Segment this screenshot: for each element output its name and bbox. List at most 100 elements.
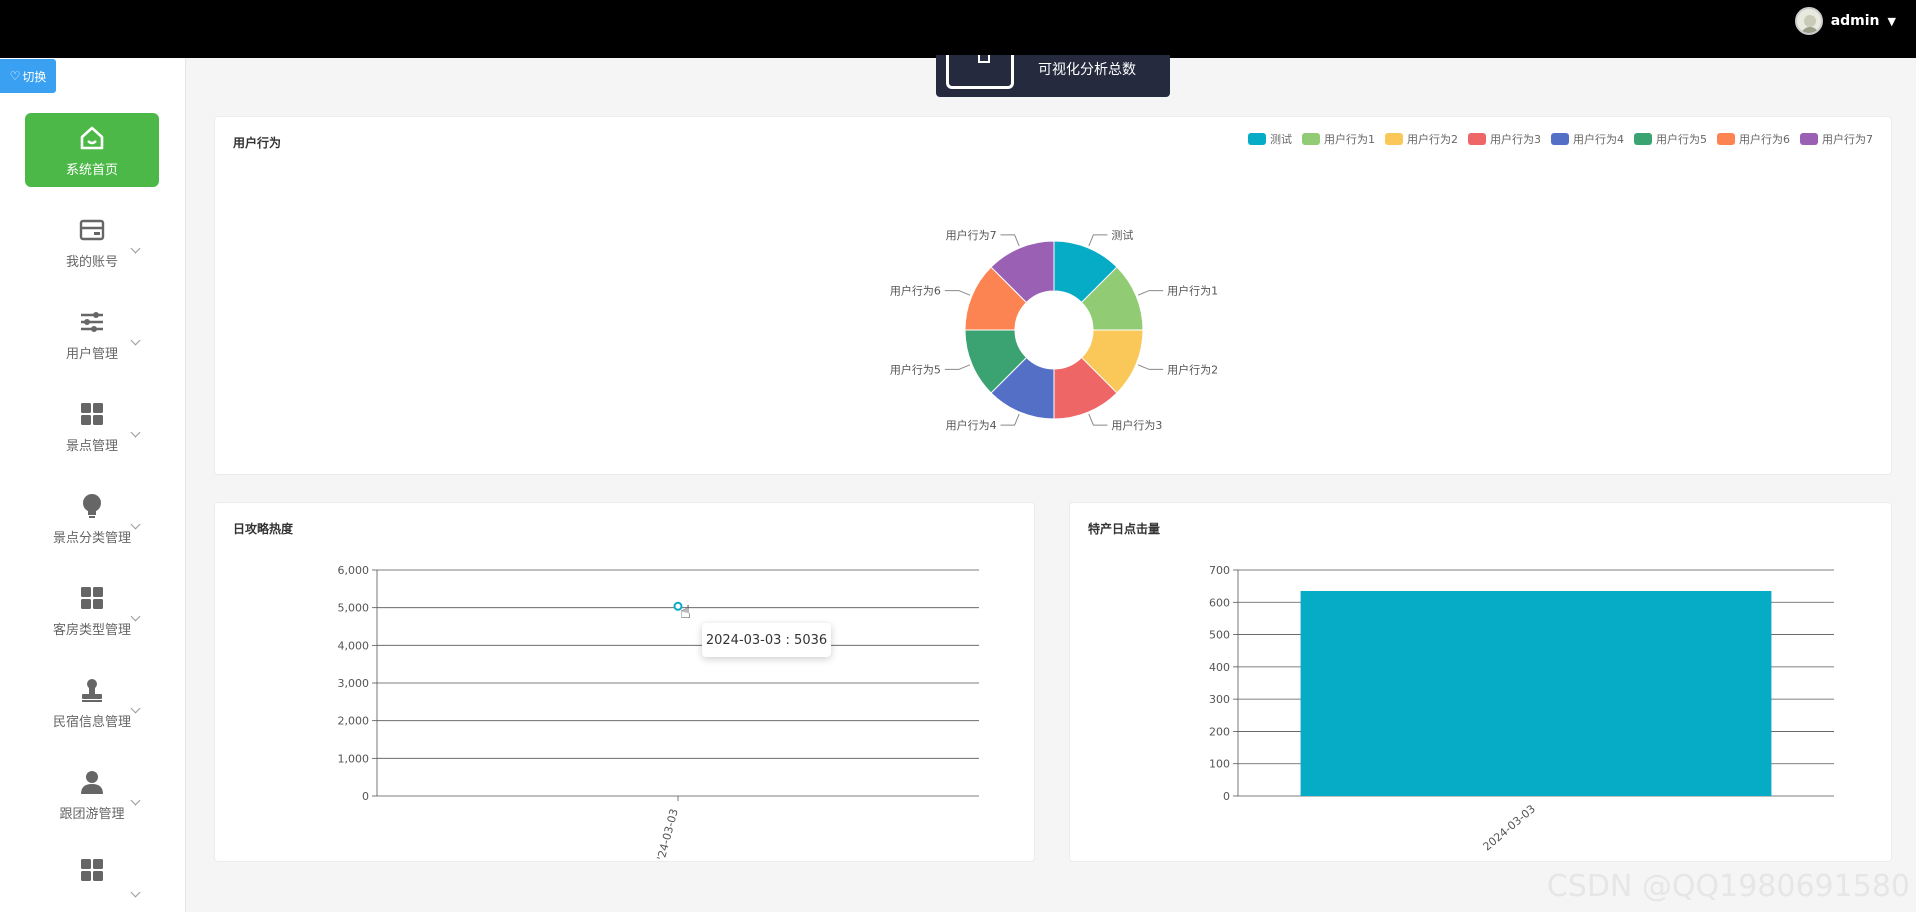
pie-label-line [1137,364,1164,370]
y-tick-label: 3,000 [338,677,370,690]
user-behavior-panel: 用户行为 测试 用户行为1 用户行为2 用户行为3 用户行为4 用户行为5 用户行为6 用户行… [214,116,1892,475]
grid-icon [77,399,107,429]
chart-legend: 测试 用户行为1 用户行为2 用户行为3 用户行为4 用户行为5 用户行为6 用户行为7 [1248,131,1873,147]
sidebar-item-label: 景点管理 [65,438,118,454]
legend-swatch [1385,133,1403,145]
pie-label-line [1137,290,1164,296]
sidebar-item-more[interactable] [25,849,159,912]
chevron-down-icon[interactable] [130,887,141,898]
pie-label-line [1000,234,1020,247]
heart-icon: ♡ [9,69,21,83]
user-menu[interactable]: admin ▼ [1794,7,1896,35]
y-tick-label: 2,000 [338,715,370,728]
sidebar-item-scenic-category-management[interactable]: 景点分类管理 [25,481,159,555]
y-tick-label: 5,000 [338,602,370,615]
legend-swatch [1717,133,1735,145]
sidebar-item-home[interactable]: 系统首页 [25,113,159,187]
chevron-down-icon[interactable] [130,795,141,806]
y-tick-label: 0 [1223,790,1230,803]
sidebar-item-homestay-management[interactable]: 民宿信息管理 [25,665,159,739]
y-tick-label: 400 [1209,661,1230,674]
guide-heat-panel: 日攻略热度 0 1,000 2,000 3,000 4,000 5,000 6,000 '24… [214,502,1035,862]
legend-label: 用户行为3 [1490,133,1541,146]
chevron-down-icon[interactable] [130,611,141,622]
legend-item[interactable]: 用户行为3 [1468,131,1541,147]
sidebar-item-room-type-management[interactable]: 客房类型管理 [25,573,159,647]
bulb-icon [77,491,107,521]
stat-card: 可视化分析总数 [936,55,1170,97]
legend-item[interactable]: 用户行为7 [1800,131,1873,147]
y-tick-label: 0 [362,790,369,803]
pie-label: 用户行为7 [946,228,997,242]
avatar[interactable] [1794,7,1823,35]
bar[interactable] [1300,590,1772,796]
stamp-icon [77,675,107,705]
pie-label: 用户行为5 [890,362,941,376]
legend-label: 用户行为5 [1656,133,1707,146]
line-point[interactable] [673,601,683,611]
y-tick-label: 100 [1209,758,1230,771]
legend-item[interactable]: 用户行为1 [1302,131,1375,147]
x-tick-label: 2024-03-03 [1481,802,1538,853]
y-tick-label: 600 [1209,596,1230,609]
legend-item[interactable]: 用户行为6 [1717,131,1790,147]
chevron-down-icon[interactable] [130,703,141,714]
sidebar-item-user-management[interactable]: 用户管理 [25,297,159,371]
user-icon [77,767,107,797]
y-tick-label: 1,000 [338,752,370,765]
grid-icon [77,583,107,613]
legend-item[interactable]: 用户行为2 [1385,131,1458,147]
stat-card-icon [946,55,1014,89]
pie-label-line [1000,413,1020,426]
chevron-down-icon[interactable] [130,519,141,530]
legend-swatch [1800,133,1818,145]
sidebar-item-label: 我的账号 [65,254,118,270]
legend-swatch [1634,133,1652,145]
legend-item[interactable]: 用户行为4 [1551,131,1624,147]
sidebar-item-my-account[interactable]: 我的账号 [25,205,159,279]
caret-down-icon[interactable]: ▼ [1887,14,1896,28]
pie-label: 用户行为1 [1167,284,1218,298]
switch-button[interactable]: ♡ 切换 [0,59,56,93]
pie-label-line [944,290,971,296]
pie-label-line [944,364,971,370]
legend-label: 用户行为1 [1324,133,1375,146]
panel-title: 日攻略热度 [233,522,294,536]
legend-label: 用户行为7 [1822,133,1873,146]
x-tick-label: '24-03-03 [655,807,681,862]
chevron-down-icon[interactable] [130,335,141,346]
pie-slice[interactable] [990,240,1055,304]
y-tick-label: 700 [1209,564,1230,577]
grid-icon [77,855,107,885]
top-bar: admin ▼ [0,0,1916,58]
chevron-down-icon[interactable] [130,243,141,254]
switch-button-label: 切换 [22,69,47,84]
line-chart: 0 1,000 2,000 3,000 4,000 5,000 6,000 '24-03-03 [338,564,979,862]
sidebar: 系统首页 我的账号 用户管理 景点管理 景点分类管理 客房类型管理 [0,58,186,912]
wallet-icon [77,215,107,245]
sidebar-item-label: 跟团游管理 [59,806,125,822]
panel-title: 特产日点击量 [1088,522,1161,536]
legend-label: 用户行为2 [1407,133,1458,146]
watermark: CSDN @QQ1980691580 [1546,869,1910,904]
sidebar-item-scenic-spot-management[interactable]: 景点管理 [25,389,159,463]
legend-item[interactable]: 测试 [1248,131,1292,147]
sidebar-item-group-tour-management[interactable]: 跟团游管理 [25,757,159,831]
pie-label-line [1088,413,1108,426]
y-tick-label: 4,000 [338,639,370,652]
username[interactable]: admin [1830,13,1880,29]
pie-label: 测试 [1111,229,1133,242]
pie-label: 用户行为6 [890,284,941,298]
legend-item[interactable]: 用户行为5 [1634,131,1707,147]
legend-swatch [1248,133,1266,145]
chevron-down-icon[interactable] [130,427,141,438]
pie-label-line [1088,234,1108,247]
panel-title: 用户行为 [233,136,282,150]
pie-label: 用户行为3 [1111,418,1162,432]
legend-swatch [1302,133,1320,145]
legend-swatch [1468,133,1486,145]
y-tick-label: 200 [1209,725,1230,738]
legend-label: 用户行为6 [1739,133,1790,146]
home-icon [77,123,107,153]
